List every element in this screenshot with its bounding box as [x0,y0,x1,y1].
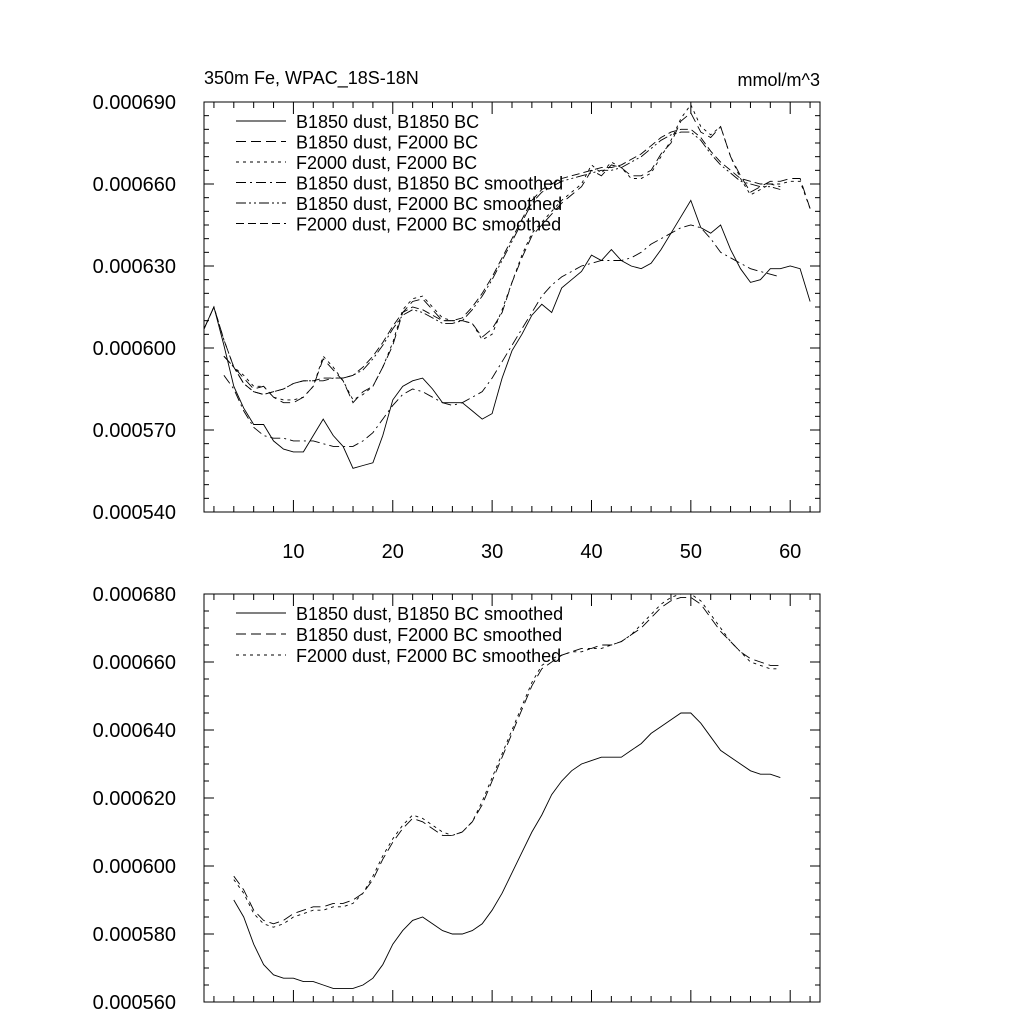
x-tick-label: 50 [680,541,702,563]
x-tick-label: 40 [580,541,602,563]
y-tick-label: 0.000690 [93,92,176,114]
y-tick-label: 0.000620 [93,788,176,810]
legend-label: F2000 dust, F2000 BC smoothed [296,215,561,235]
legend-label: F2000 dust, F2000 BC smoothed [296,646,561,666]
y-tick-label: 0.000660 [93,652,176,674]
legend-label: B1850 dust, F2000 BC [296,133,478,153]
series-line [233,712,781,989]
y-tick-label: 0.000560 [93,992,176,1014]
y-tick-label: 0.000540 [93,502,176,524]
y-tick-label: 0.000600 [93,856,176,878]
legend-label: F2000 dust, F2000 BC [296,153,477,173]
series-line [223,128,781,395]
y-tick-label: 0.000680 [93,584,176,606]
y-tick-label: 0.000570 [93,420,176,442]
y-tick-label: 0.000640 [93,720,176,742]
legend-label: B1850 dust, F2000 BC smoothed [296,194,562,214]
y-tick-label: 0.000580 [93,924,176,946]
legend-label: B1850 dust, B1850 BC smoothed [296,604,563,624]
legend-label: B1850 dust, B1850 BC smoothed [296,174,563,194]
y-tick-label: 0.000630 [93,256,176,278]
x-tick-label: 20 [382,541,404,563]
x-tick-label: 10 [282,541,304,563]
series-line [223,131,781,395]
series-line [203,199,811,469]
y-tick-label: 0.000660 [93,174,176,196]
bottom-panel: 0.000560 0.000580 0.000600 0.000620 0.000640… [93,584,821,1014]
x-tick-label: 60 [779,541,801,563]
series-line [223,224,781,447]
x-tick-label: 30 [481,541,503,563]
series-line [203,112,811,404]
legend-label: B1850 dust, B1850 BC [296,112,479,132]
legend-label: B1850 dust, F2000 BC smoothed [296,625,562,645]
units-label: mmol/m^3 [738,70,820,90]
top-panel: 350m Fe, WPAC_18S-18N mmol/m^3 0.000540 0… [93,68,821,563]
series-line [233,593,781,928]
chart-title: 350m Fe, WPAC_18S-18N [204,68,419,89]
series-line [203,103,811,401]
y-tick-label: 0.000600 [93,338,176,360]
